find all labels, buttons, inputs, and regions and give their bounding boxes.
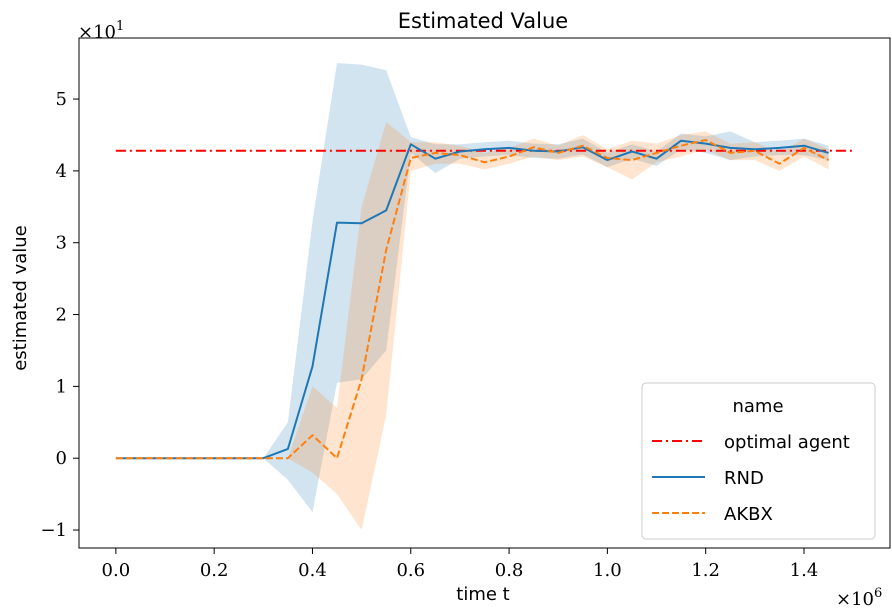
- y-multiplier-label: ×101: [78, 19, 124, 43]
- y-axis-label: estimated value: [10, 225, 31, 371]
- y-tick-label: 4: [56, 161, 67, 182]
- y-axis: −1 0 1 2 3 4 5: [40, 89, 79, 541]
- legend-entry-akbx: AKBX: [724, 504, 773, 525]
- line-rnd: [115, 139, 829, 460]
- x-tick-label: 1.2: [691, 560, 720, 581]
- plot-frame: [78, 37, 891, 549]
- x-tick-label: 1.0: [593, 560, 622, 581]
- x-multiplier-label: ×106: [836, 586, 882, 610]
- x-multiplier-exponent: 6: [874, 586, 882, 601]
- x-tick-label: 0.0: [102, 560, 131, 581]
- y-tick-label: 5: [56, 89, 67, 110]
- legend-entry-optimal-agent: optimal agent: [724, 432, 850, 453]
- legend-title: name: [732, 396, 783, 417]
- y-tick-label: 3: [56, 233, 67, 254]
- chart-title: Estimated Value: [398, 9, 568, 33]
- legend: name optimal agent RND AKBX: [641, 382, 876, 540]
- y-tick-label: 0: [56, 448, 67, 469]
- legend-box: [641, 382, 876, 540]
- x-tick-label: 0.6: [396, 560, 425, 581]
- y-tick-label: −1: [40, 520, 67, 541]
- y-tick-label: 2: [56, 305, 67, 326]
- x-axis-label: time t: [456, 584, 509, 605]
- legend-entry-rnd: RND: [724, 468, 764, 489]
- x-tick-label: 1.4: [790, 560, 819, 581]
- y-tick-label: 1: [56, 376, 67, 397]
- series-lines: [115, 139, 854, 460]
- x-tick-label: 0.4: [298, 560, 327, 581]
- x-tick-label: 0.8: [495, 560, 524, 581]
- confidence-bands: [115, 63, 829, 530]
- x-tick-label: 0.2: [200, 560, 229, 581]
- y-multiplier-exponent: 1: [116, 19, 124, 34]
- band-rnd: [115, 63, 829, 513]
- x-axis: 0.0 0.2 0.4 0.6 0.8 1.0 1.2 1.4: [102, 548, 819, 581]
- line-akbx: [115, 139, 830, 460]
